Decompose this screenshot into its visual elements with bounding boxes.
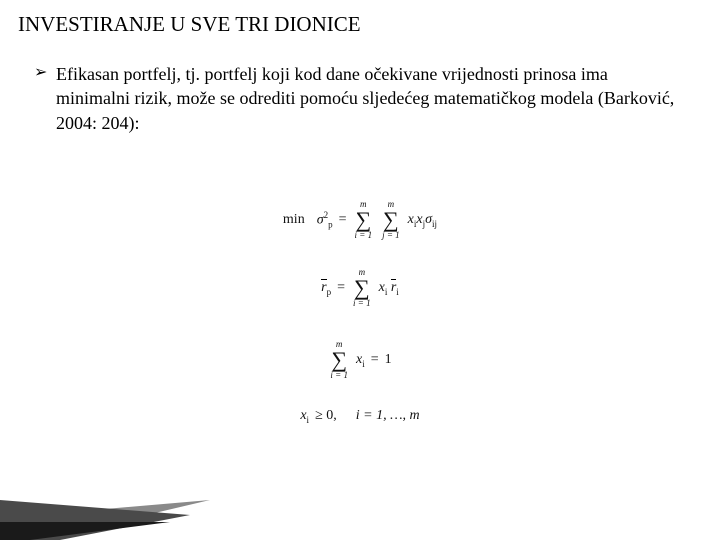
- f3-xi-sub: i: [362, 358, 365, 368]
- sigma-icon: ∑: [383, 209, 399, 231]
- f3-rhs: 1: [385, 352, 392, 368]
- f1-sub: p: [328, 220, 333, 230]
- f1-sum1: m ∑ i = 1: [355, 200, 373, 240]
- f1-sigma: σ: [317, 213, 324, 228]
- decor-shard-light: [0, 500, 210, 540]
- f4-tail: i = 1, …, m: [356, 408, 420, 424]
- f3-sum: m ∑ i = 1: [330, 340, 348, 380]
- corner-decor: [0, 460, 230, 540]
- sigma-icon: ∑: [354, 277, 370, 299]
- f1-sum2-bot: j = 1: [382, 231, 400, 240]
- slide: INVESTIRANJE U SVE TRI DIONICE ➢ Efikasa…: [0, 0, 720, 540]
- f2-eq: =: [337, 280, 345, 296]
- f2-xi-sub: i: [385, 287, 388, 297]
- f4-geq: ≥ 0,: [315, 408, 337, 424]
- f1-sum1-bot: i = 1: [355, 231, 373, 240]
- formula-3: m ∑ i = 1 xi = 1: [328, 336, 391, 380]
- f2-sum: m ∑ i = 1: [353, 268, 371, 308]
- f2-sum-bot: i = 1: [353, 299, 371, 308]
- formulas-region: min σ2p = m ∑ i = 1 m ∑ j = 1 xixjσij: [0, 190, 720, 443]
- bullet-marker: ➢: [34, 62, 56, 135]
- f4-xi-sub: i: [307, 415, 310, 425]
- slide-title: INVESTIRANJE U SVE TRI DIONICE: [18, 12, 361, 37]
- formula-4: xi ≥ 0, i = 1, …, m: [300, 408, 419, 425]
- bullet-text: Efikasan portfelj, tj. portfelj koji kod…: [56, 62, 684, 135]
- f1-eq: =: [339, 212, 347, 228]
- formula-1: min σ2p = m ∑ i = 1 m ∑ j = 1 xixjσij: [283, 200, 437, 240]
- f3-sum-bot: i = 1: [330, 371, 348, 380]
- f1-sigij: σ: [425, 212, 432, 227]
- sigma-icon: ∑: [331, 349, 347, 371]
- f2-ri-sub: i: [396, 287, 399, 297]
- f3-eq: =: [371, 352, 379, 368]
- sigma-icon: ∑: [355, 209, 371, 231]
- bullet-block: ➢ Efikasan portfelj, tj. portfelj koji k…: [34, 62, 684, 135]
- decor-shard-dark: [0, 522, 170, 540]
- f1-sum2: m ∑ j = 1: [382, 200, 400, 240]
- f1-prefix: min: [283, 212, 305, 228]
- f1-sigij-sub: ij: [432, 218, 437, 228]
- decor-shard-mid: [0, 500, 190, 540]
- formula-2: rp = m ∑ i = 1 xi ri: [321, 268, 399, 308]
- f2-rbar-sub: p: [327, 287, 332, 297]
- bullet-item: ➢ Efikasan portfelj, tj. portfelj koji k…: [34, 62, 684, 135]
